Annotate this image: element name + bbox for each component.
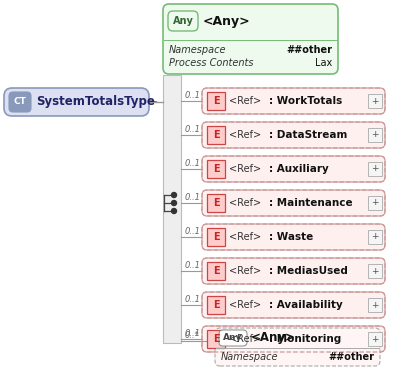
Text: E: E <box>212 266 219 276</box>
Text: E: E <box>212 232 219 242</box>
Text: : Waste: : Waste <box>268 232 312 242</box>
Text: Any: Any <box>172 16 193 26</box>
Bar <box>207 330 225 348</box>
Text: Any: Any <box>223 333 242 343</box>
Bar <box>367 128 381 142</box>
Text: : MediasUsed: : MediasUsed <box>268 266 347 276</box>
Text: 0..1: 0..1 <box>184 295 200 304</box>
Text: +: + <box>371 300 378 309</box>
FancyBboxPatch shape <box>201 224 384 250</box>
Text: : Auxiliary: : Auxiliary <box>268 164 328 174</box>
Text: −: − <box>150 97 158 107</box>
FancyBboxPatch shape <box>4 88 149 116</box>
Text: : Monitoring: : Monitoring <box>268 334 340 344</box>
Circle shape <box>171 209 176 213</box>
Text: Process Contents: Process Contents <box>168 58 253 68</box>
Text: +: + <box>371 198 378 208</box>
FancyBboxPatch shape <box>168 11 198 31</box>
Text: <Ref>: <Ref> <box>229 300 261 310</box>
Bar <box>367 196 381 210</box>
FancyBboxPatch shape <box>201 326 384 352</box>
Bar <box>367 332 381 346</box>
Text: <Ref>: <Ref> <box>229 334 261 344</box>
Bar <box>207 228 225 246</box>
Text: Namespace: Namespace <box>221 352 278 362</box>
FancyBboxPatch shape <box>215 328 379 366</box>
Text: <Any>: <Any> <box>250 332 295 344</box>
Text: +: + <box>371 232 378 242</box>
Bar <box>162 75 180 343</box>
FancyBboxPatch shape <box>219 330 246 346</box>
Bar <box>207 262 225 280</box>
Text: +: + <box>371 131 378 139</box>
Bar <box>207 194 225 212</box>
FancyBboxPatch shape <box>201 292 384 318</box>
Text: +: + <box>371 165 378 174</box>
Bar <box>367 230 381 244</box>
Text: 0..1: 0..1 <box>184 329 200 338</box>
Text: ##other: ##other <box>327 352 373 362</box>
Text: 0..1: 0..1 <box>184 91 200 100</box>
Bar <box>367 162 381 176</box>
Circle shape <box>171 192 176 198</box>
Text: 0..1: 0..1 <box>184 227 200 236</box>
FancyBboxPatch shape <box>201 156 384 182</box>
FancyBboxPatch shape <box>201 258 384 284</box>
Bar <box>207 92 225 110</box>
Text: 0..1: 0..1 <box>184 125 200 134</box>
FancyBboxPatch shape <box>201 88 384 114</box>
Text: E: E <box>212 198 219 208</box>
Text: E: E <box>212 96 219 106</box>
Text: SystemTotalsType: SystemTotalsType <box>36 95 154 108</box>
Text: 0..1: 0..1 <box>184 261 200 270</box>
Text: 0..1: 0..1 <box>184 159 200 168</box>
Text: : DataStream: : DataStream <box>268 130 346 140</box>
Circle shape <box>171 201 176 205</box>
Text: <Ref>: <Ref> <box>229 164 261 174</box>
Text: +: + <box>371 334 378 343</box>
Text: <Ref>: <Ref> <box>229 198 261 208</box>
Bar <box>367 94 381 108</box>
Text: E: E <box>212 300 219 310</box>
Text: CT: CT <box>14 98 26 107</box>
Text: ##other: ##other <box>285 45 331 55</box>
Text: E: E <box>212 164 219 174</box>
Text: Namespace: Namespace <box>168 45 226 55</box>
Text: <Ref>: <Ref> <box>229 266 261 276</box>
Bar <box>367 264 381 278</box>
Text: E: E <box>212 334 219 344</box>
Text: <Ref>: <Ref> <box>229 232 261 242</box>
Text: : WorkTotals: : WorkTotals <box>268 96 341 106</box>
Text: Lax: Lax <box>314 58 331 68</box>
FancyBboxPatch shape <box>162 4 337 74</box>
FancyBboxPatch shape <box>201 190 384 216</box>
Bar <box>367 298 381 312</box>
Bar <box>207 126 225 144</box>
Bar <box>207 160 225 178</box>
FancyBboxPatch shape <box>201 122 384 148</box>
Text: +: + <box>371 266 378 276</box>
Text: <Any>: <Any> <box>203 14 250 27</box>
Text: <Ref>: <Ref> <box>229 130 261 140</box>
Text: 0..*: 0..* <box>184 331 199 340</box>
Text: +: + <box>371 97 378 105</box>
Text: : Maintenance: : Maintenance <box>268 198 352 208</box>
Text: <Ref>: <Ref> <box>229 96 261 106</box>
Text: : Availability: : Availability <box>268 300 342 310</box>
FancyBboxPatch shape <box>9 92 31 112</box>
Text: E: E <box>212 130 219 140</box>
Text: 0..1: 0..1 <box>184 193 200 202</box>
Bar <box>207 296 225 314</box>
